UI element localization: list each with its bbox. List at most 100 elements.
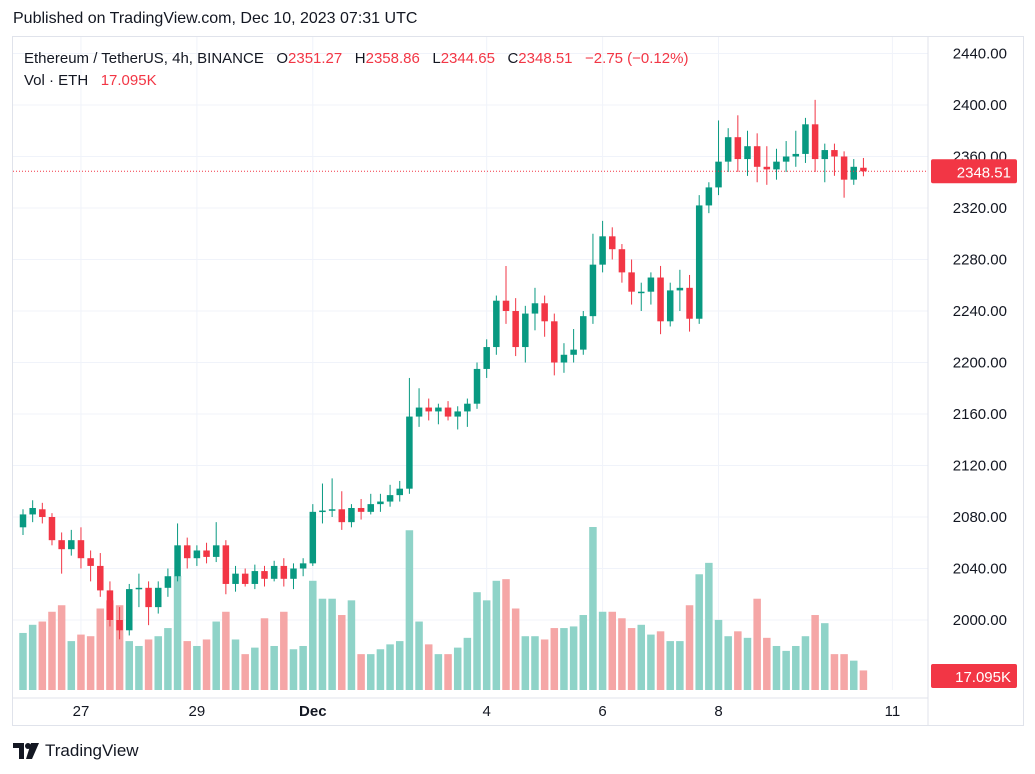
- volume-bar: [231, 639, 240, 690]
- volume-bar: [38, 621, 47, 690]
- candle-body: [126, 589, 133, 631]
- volume-bar: [618, 618, 626, 690]
- candle-body: [309, 511, 317, 564]
- candle-body: [232, 573, 239, 584]
- candle-body: [87, 558, 94, 566]
- volume-bar: [473, 592, 481, 690]
- candle-body: [792, 153, 800, 157]
- candle: [512, 298, 519, 357]
- candle-body: [212, 545, 220, 557]
- chart-frame[interactable]: [12, 36, 1024, 726]
- candle-body: [686, 287, 693, 319]
- volume-bar: [386, 644, 394, 690]
- last-price-tag: [931, 159, 1017, 184]
- candle-body: [68, 540, 75, 550]
- candle: [309, 504, 317, 566]
- candle: [724, 128, 732, 172]
- volume-bar: [482, 600, 491, 690]
- candle-body: [425, 407, 432, 412]
- volume-bar: [328, 598, 336, 690]
- candle: [744, 130, 751, 176]
- candle-body: [580, 316, 587, 350]
- candle: [299, 558, 307, 577]
- candle: [821, 143, 829, 183]
- candle-body: [676, 287, 684, 291]
- candle: [705, 182, 713, 214]
- candle-body: [782, 156, 790, 162]
- volume-bar: [821, 623, 829, 690]
- volume-bar: [299, 645, 307, 690]
- volume-bar: [666, 641, 674, 690]
- volume-bar: [125, 641, 134, 690]
- y-tick-label: 2040.00: [953, 561, 1007, 578]
- candle: [319, 483, 326, 524]
- volume-bar: [77, 634, 85, 690]
- x-tick-label: 11: [885, 703, 901, 720]
- candle-body: [357, 507, 365, 512]
- candle-body: [319, 510, 326, 513]
- volume-bar: [135, 645, 143, 690]
- candle-body: [512, 311, 519, 348]
- candle-body: [541, 303, 548, 322]
- candle-body: [695, 205, 703, 319]
- volume-bar: [309, 580, 317, 690]
- candle: [77, 527, 85, 569]
- candle: [348, 504, 355, 528]
- volume-bar: [270, 645, 278, 690]
- legend-o-label: O: [276, 50, 289, 67]
- candle-body: [831, 150, 838, 157]
- candle: [695, 195, 703, 324]
- legend-l-value: 2344.65: [440, 50, 495, 67]
- volume-bar: [212, 621, 220, 690]
- candle: [212, 522, 220, 563]
- candle-body: [860, 167, 867, 172]
- tradingview-logo[interactable]: TradingView: [13, 741, 139, 761]
- volume-bar: [28, 624, 37, 690]
- candle-body: [435, 407, 442, 412]
- candle-body: [77, 540, 85, 559]
- candle: [68, 529, 75, 556]
- candle: [386, 484, 394, 507]
- candle: [116, 607, 123, 640]
- volume-bar: [424, 644, 433, 690]
- volume-bar: [19, 632, 27, 690]
- candle: [589, 233, 597, 324]
- candle-body: [406, 416, 413, 489]
- candle-body: [386, 495, 394, 502]
- candle: [676, 269, 684, 311]
- candle-body: [551, 321, 558, 363]
- candle: [541, 295, 548, 337]
- candle: [580, 311, 587, 355]
- candle-body: [261, 571, 268, 579]
- candle-body: [647, 277, 655, 292]
- candle-body: [763, 166, 771, 170]
- volume-bar: [840, 654, 848, 690]
- candle: [135, 573, 143, 608]
- candle-body: [203, 550, 210, 557]
- candle: [609, 227, 616, 260]
- candle: [39, 502, 46, 524]
- volume-bar: [743, 637, 752, 690]
- candle: [551, 313, 558, 376]
- candle-body: [811, 124, 819, 160]
- candle: [145, 581, 152, 626]
- candle: [493, 295, 500, 355]
- candle: [222, 540, 230, 595]
- volume-bar: [86, 636, 95, 690]
- volume-bar: [260, 618, 269, 690]
- candle-body: [299, 563, 307, 569]
- volume-bar: [772, 645, 781, 690]
- time-axis: 27 29 Dec 4 6 8 11: [73, 703, 901, 720]
- candle: [831, 143, 838, 176]
- candle-body: [367, 504, 375, 512]
- candle-body: [657, 277, 664, 322]
- candle-body: [705, 187, 713, 206]
- candle-body: [840, 156, 848, 180]
- candle: [811, 99, 819, 172]
- volume-bar: [48, 611, 56, 690]
- y-tick-label: 2000.00: [953, 612, 1007, 629]
- volume-bar: [405, 530, 414, 690]
- volume-bar: [830, 654, 839, 690]
- candle: [251, 564, 259, 590]
